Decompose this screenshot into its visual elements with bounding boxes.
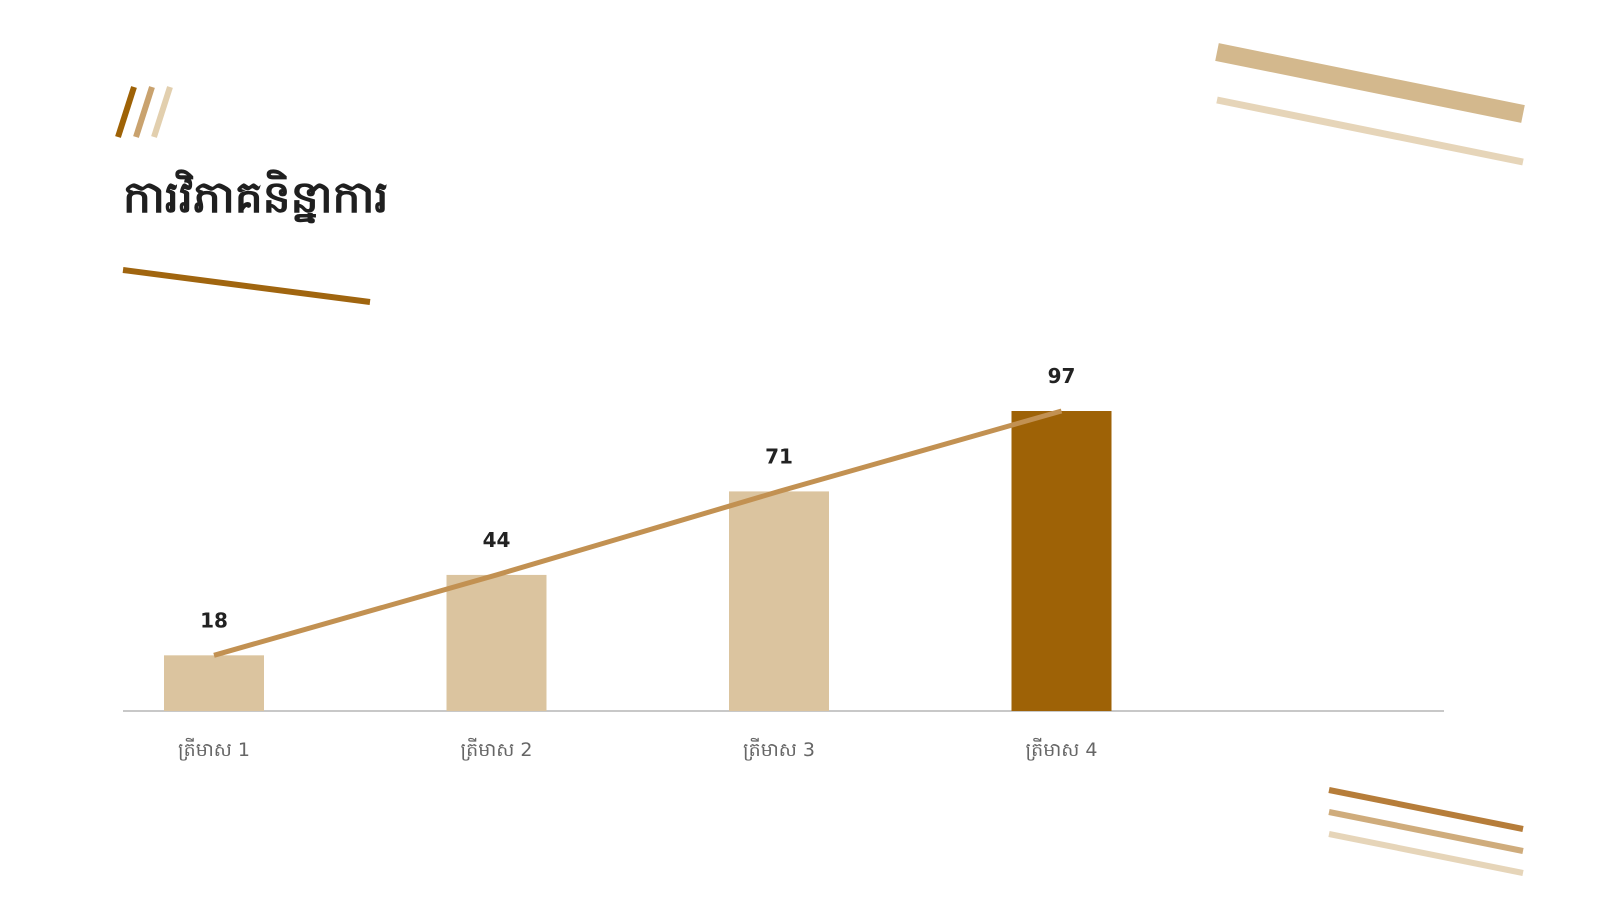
value-label: 97: [1048, 364, 1076, 388]
x-tick-label: ត្រីមាស 1: [178, 737, 250, 761]
value-label: 44: [483, 528, 511, 552]
bar: [446, 574, 547, 711]
bar: [1011, 411, 1112, 711]
bar: [729, 491, 829, 711]
value-label: 18: [200, 608, 228, 632]
x-tick-label: ត្រីមាស 4: [1025, 737, 1097, 761]
decoration: [115, 43, 1525, 876]
x-tick-label: ត្រីមាស 2: [460, 737, 532, 761]
bar: [164, 655, 264, 711]
chart-title: ការវិភាគនិន្នាការ: [123, 169, 388, 224]
value-label: 71: [765, 444, 793, 468]
trend-line: [213, 408, 1063, 658]
x-tick-label: ត្រីមាស 3: [743, 737, 815, 761]
